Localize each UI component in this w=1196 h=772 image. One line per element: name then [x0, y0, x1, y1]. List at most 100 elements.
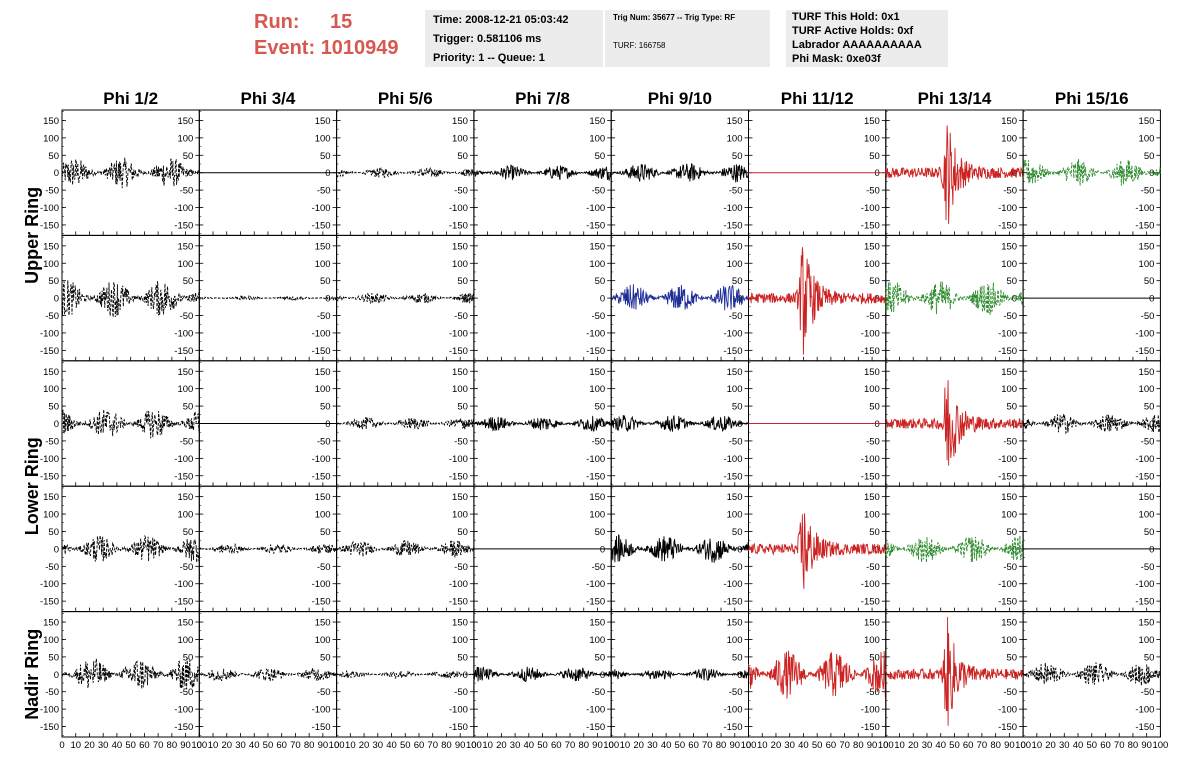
y-tick-label: 50	[183, 276, 194, 287]
y-tick-label: -50	[1141, 687, 1155, 698]
x-tick-label: 20	[84, 740, 95, 751]
y-tick-label: -150	[861, 220, 880, 231]
y-tick-label: 50	[457, 151, 468, 162]
x-tick-label: 50	[263, 740, 274, 751]
y-tick-label: 50	[1144, 276, 1155, 287]
y-tick-label: 100	[177, 259, 193, 270]
y-tick-label-outer: 150	[43, 367, 59, 378]
run-value: 15	[330, 11, 353, 33]
y-tick-label: 0	[737, 670, 742, 681]
y-tick-label: 50	[595, 652, 606, 663]
y-tick-label-outer: 150	[43, 618, 59, 629]
waveform-line	[1022, 662, 1161, 686]
y-tick-label: 150	[727, 241, 743, 252]
x-tick-label: 40	[386, 740, 397, 751]
y-tick-label: -100	[312, 328, 331, 339]
x-tick-label: 80	[990, 740, 1001, 751]
y-tick-label: 100	[315, 635, 331, 646]
y-tick-label: -100	[861, 328, 880, 339]
y-tick-label: 150	[589, 492, 605, 503]
y-tick-label: 50	[595, 276, 606, 287]
x-tick-label: 70	[702, 740, 713, 751]
phi-mask-text: Phi Mask: 0xe03f	[792, 53, 881, 65]
y-tick-label: -50	[454, 186, 468, 197]
x-tick-label: 70	[565, 740, 576, 751]
x-tick-label: 60	[963, 740, 974, 751]
y-tick-label: 50	[732, 151, 743, 162]
y-tick-label: 50	[869, 402, 880, 413]
y-tick-label: 100	[1001, 510, 1017, 521]
y-tick-label: 50	[1007, 402, 1018, 413]
x-tick-label: 0	[59, 740, 64, 751]
y-tick-label: -100	[586, 454, 605, 465]
y-tick-label-outer: 150	[43, 492, 59, 503]
waveform-line	[1022, 158, 1161, 186]
y-tick-label: 0	[600, 670, 605, 681]
x-tick-label: 60	[551, 740, 562, 751]
y-tick-label-outer: -50	[45, 311, 59, 322]
y-tick-label: -50	[1141, 562, 1155, 573]
x-tick-label: 90	[729, 740, 740, 751]
column-title: Phi 1/2	[103, 89, 158, 108]
y-tick-label-outer: 50	[48, 652, 59, 663]
x-tick-label: 100	[1015, 740, 1031, 751]
y-tick-label: -150	[312, 597, 331, 608]
y-tick-label: 150	[177, 241, 193, 252]
y-tick-label: -150	[998, 722, 1017, 733]
y-tick-label-outer: 100	[43, 259, 59, 270]
y-tick-label: -50	[317, 186, 331, 197]
y-tick-label: 150	[315, 618, 331, 629]
y-tick-label: -150	[998, 220, 1017, 231]
x-tick-label: 10	[757, 740, 768, 751]
y-tick-label: 150	[589, 241, 605, 252]
y-tick-label: 50	[320, 652, 331, 663]
y-tick-label: -50	[454, 687, 468, 698]
y-tick-label: 50	[1144, 652, 1155, 663]
y-tick-label: 100	[1001, 133, 1017, 144]
y-tick-label: -50	[317, 436, 331, 447]
waveform-line	[748, 650, 887, 699]
waveform-line	[336, 540, 475, 558]
y-tick-label: 100	[315, 384, 331, 395]
y-tick-label: -150	[723, 597, 742, 608]
y-tick-label: 150	[727, 116, 743, 127]
x-tick-label: 80	[1128, 740, 1139, 751]
waveform-line	[610, 667, 749, 681]
y-tick-label: -50	[866, 687, 880, 698]
y-tick-label: -150	[312, 722, 331, 733]
y-tick-label: 150	[589, 367, 605, 378]
y-tick-label: 0	[325, 168, 330, 179]
y-tick-label: 50	[595, 402, 606, 413]
waveform-line	[198, 542, 338, 554]
y-tick-label: -50	[180, 436, 194, 447]
y-tick-label: 100	[864, 635, 880, 646]
x-tick-label: 0	[471, 740, 476, 751]
x-tick-label: 10	[482, 740, 493, 751]
y-tick-label-outer: -150	[40, 346, 59, 357]
x-tick-label: 60	[688, 740, 699, 751]
y-tick-label: 150	[589, 116, 605, 127]
y-tick-label: -150	[861, 597, 880, 608]
y-tick-label: 50	[1007, 527, 1018, 538]
y-tick-label: -150	[586, 597, 605, 608]
y-tick-label: 50	[1144, 527, 1155, 538]
y-tick-label: -150	[312, 471, 331, 482]
y-tick-label: 50	[183, 652, 194, 663]
y-tick-label: -50	[591, 436, 605, 447]
y-tick-label: 150	[452, 116, 468, 127]
x-tick-label: 40	[935, 740, 946, 751]
trig-num-text: Trig Num: 35677 -- Trig Type: RF	[613, 13, 736, 22]
y-tick-label: 0	[325, 670, 330, 681]
y-tick-label: 50	[183, 527, 194, 538]
waveform-line	[61, 534, 200, 563]
